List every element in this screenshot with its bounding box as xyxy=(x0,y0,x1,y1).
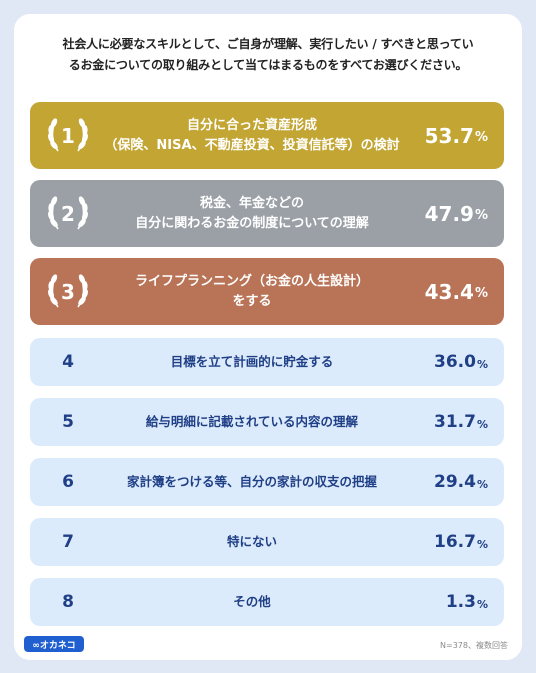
sample-note: N=378、複数回答 xyxy=(440,641,508,650)
percentage-number: 47.9 xyxy=(424,201,474,226)
okaneko-logo: ∞オカネコ xyxy=(24,636,84,652)
rank-row-1: 1 自分に合った資産形成 （保険、NISA、不動産投資、投資信託等）の検討 53.7% xyxy=(30,102,504,169)
question-line-2: るお金についての取り組みとして当てはまるものをすべてお選びください。 xyxy=(68,58,468,72)
percentage-value: 29.4% xyxy=(434,458,488,506)
rank-number: 3 xyxy=(61,280,75,304)
percentage-number: 43.4 xyxy=(424,279,474,304)
category-label-line: 目標を立て計画的に貯金する xyxy=(170,354,334,369)
percentage-value: 53.7% xyxy=(425,102,488,169)
category-label-line: 自分に関わるお金の制度についての理解 xyxy=(135,215,369,231)
category-label: 税金、年金などの自分に関わるお金の制度についての理解 xyxy=(100,180,404,247)
category-label-line: 税金、年金などの xyxy=(199,195,304,211)
percentage-value: 47.9% xyxy=(425,180,488,247)
category-label: 家計簿をつける等、自分の家計の収支の把握 xyxy=(100,458,404,506)
category-label: 目標を立て計画的に貯金する xyxy=(100,338,404,386)
percentage-value: 1.3% xyxy=(446,578,488,626)
category-label-line: その他 xyxy=(233,594,271,609)
percentage-number: 29.4 xyxy=(434,472,476,492)
rank-number: 7 xyxy=(62,532,74,552)
percentage-number: 1.3 xyxy=(445,592,476,612)
category-label: 特にない xyxy=(100,518,404,566)
percentage-number: 31.7 xyxy=(434,412,476,432)
rank-number: 8 xyxy=(62,592,74,612)
rank-row-2: 2 税金、年金などの自分に関わるお金の制度についての理解 47.9% xyxy=(30,180,504,247)
category-label-line: をする xyxy=(232,293,272,309)
percentage-value: 16.7% xyxy=(434,518,488,566)
category-label-line: ライフプランニング（お金の人生設計） xyxy=(134,273,369,289)
category-label-line: 給与明細に記載されている内容の理解 xyxy=(145,414,359,429)
rank-row-4: 4 目標を立て計画的に貯金する 36.0% xyxy=(30,338,504,386)
percent-sign: % xyxy=(476,537,488,551)
percentage-value: 43.4% xyxy=(425,258,488,325)
rank-number: 6 xyxy=(62,472,74,492)
category-label-line: 自分に合った資産形成 xyxy=(186,117,317,133)
category-label: ライフプランニング（お金の人生設計） をする xyxy=(100,258,404,325)
category-label-line: 特にない xyxy=(226,534,277,549)
rank-number: 2 xyxy=(61,202,75,226)
rank-number: 4 xyxy=(62,352,74,372)
rank-row-5: 5 給与明細に記載されている内容の理解 31.7% xyxy=(30,398,504,446)
category-label-line: （保険、NISA、不動産投資、投資信託等）の検討 xyxy=(104,137,400,153)
percentage-value: 36.0% xyxy=(434,338,488,386)
percent-sign: % xyxy=(474,208,488,223)
category-label: その他 xyxy=(100,578,404,626)
rank-row-3: 3 ライフプランニング（お金の人生設計） をする 43.4% xyxy=(30,258,504,325)
category-label: 自分に合った資産形成 （保険、NISA、不動産投資、投資信託等）の検討 xyxy=(100,102,404,169)
question-line-1: 社会人に必要なスキルとして、ご自身が理解、実行したい / すべきと思ってい xyxy=(62,37,474,51)
percent-sign: % xyxy=(476,417,488,431)
chart-card: 社会人に必要なスキルとして、ご自身が理解、実行したい / すべきと思ってい るお… xyxy=(14,14,522,660)
laurel-icon xyxy=(48,274,88,308)
percent-sign: % xyxy=(476,597,488,611)
rank-row-7: 7 特にない 16.7% xyxy=(30,518,504,566)
laurel-icon xyxy=(48,196,88,230)
category-label: 給与明細に記載されている内容の理解 xyxy=(100,398,404,446)
laurel-icon xyxy=(48,118,88,152)
percent-sign: % xyxy=(476,357,488,371)
percent-sign: % xyxy=(474,286,488,301)
percent-sign: % xyxy=(476,477,488,491)
percentage-number: 36.0 xyxy=(434,352,476,372)
percentage-value: 31.7% xyxy=(434,398,488,446)
rank-number: 1 xyxy=(61,124,75,148)
rank-row-6: 6 家計簿をつける等、自分の家計の収支の把握 29.4% xyxy=(30,458,504,506)
question-title: 社会人に必要なスキルとして、ご自身が理解、実行したい / すべきと思ってい るお… xyxy=(14,34,522,76)
rank-number: 5 xyxy=(62,412,74,432)
percent-sign: % xyxy=(474,130,488,145)
category-label-line: 家計簿をつける等、自分の家計の収支の把握 xyxy=(126,474,377,489)
percentage-number: 53.7 xyxy=(424,123,474,148)
rank-row-8: 8 その他 1.3% xyxy=(30,578,504,626)
percentage-number: 16.7 xyxy=(434,532,476,552)
